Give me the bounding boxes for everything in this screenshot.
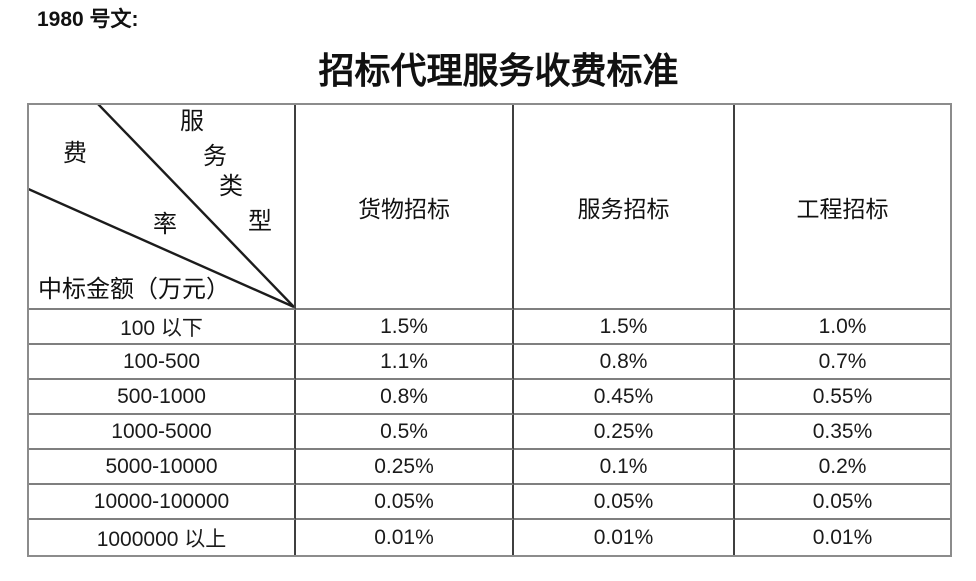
rate-cell: 0.01% [812,525,873,549]
amount-cell: 1000000 以上 [29,520,296,555]
rate-cell: 0.55% [735,380,950,415]
corner-header-cell: 服 务 类 型 费 率 中标金额（万元） [29,105,296,310]
rate-cell: 0.8% [296,380,514,415]
rate-cell: 0.5% [296,415,514,450]
rate-cell: 0.25% [296,450,514,485]
rate-cell: 0.1% [514,450,735,485]
amount-cell: 100 以下 [29,310,296,345]
amount-cell: 10000-100000 [29,485,296,520]
amount-cell: 1000-5000 [29,415,296,450]
rate-cell: 1.5% [296,310,514,345]
rate-cell: 0.05% [296,485,514,520]
column-header-services: 服务招标 [514,105,735,310]
amount-cell: 100-500 [29,345,296,380]
rate-cell: 0.45% [514,380,735,415]
service-type-char-0: 服 [180,109,204,135]
rate-cell: 0.2% [735,450,950,485]
rate-cell: 1.1% [296,345,514,380]
rate-cell: 0.7% [735,345,950,380]
rate-cell: 1.5% [514,310,735,345]
rate-char-0: 费 [63,141,87,167]
rate-char-1: 率 [153,212,177,238]
service-type-char-3: 型 [248,209,272,235]
column-header-works: 工程招标 [735,105,950,310]
doc-number-label: 1980 号文: [37,8,139,31]
rate-cell: 0.01% [296,520,514,555]
rate-cell: 0.01% [514,520,735,555]
rate-cell: 1.0% [735,310,950,345]
page-title: 招标代理服务收费标准 [318,51,679,91]
service-type-char-1: 务 [203,144,227,170]
rate-cell: 0.8% [514,345,735,380]
fee-table: 服 务 类 型 费 率 中标金额（万元） 货物招标 服务招标 工程招标 100 … [27,103,952,557]
amount-axis-label: 中标金额（万元） [38,277,230,303]
amount-cell: 5000-10000 [29,450,296,485]
rate-cell: 0.35% [735,415,950,450]
column-header-goods: 货物招标 [296,105,514,310]
amount-cell: 500-1000 [29,380,296,415]
rate-cell: 0.05% [735,485,950,520]
rate-cell: 0.05% [514,485,735,520]
service-type-char-2: 类 [219,174,243,200]
diagonal-divider-lines [29,105,294,308]
rate-cell: 0.25% [514,415,735,450]
